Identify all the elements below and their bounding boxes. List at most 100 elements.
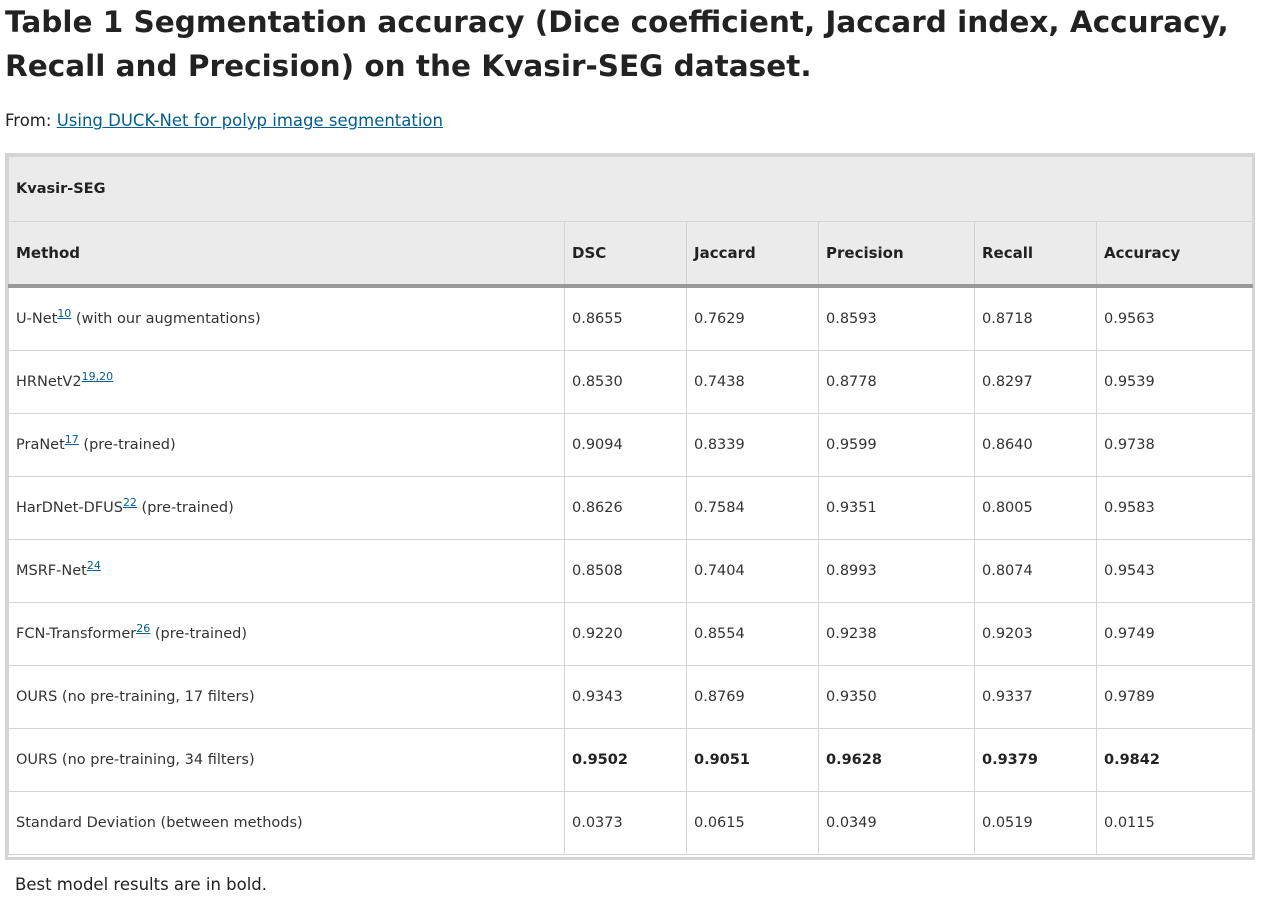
precision-cell: 0.8593 <box>818 285 975 351</box>
dsc-cell: 0.9220 <box>564 602 687 666</box>
jaccard-cell: 0.8339 <box>686 413 819 477</box>
accuracy-cell: 0.9539 <box>1095 350 1254 414</box>
accuracy-cell: 0.9738 <box>1095 413 1254 477</box>
table-caption: Kvasir-SEG <box>7 156 1254 222</box>
recall-cell: 0.8640 <box>974 413 1097 477</box>
column-header-method: Method <box>8 221 565 288</box>
table-row: U-Net10 (with our augmentations) 0.8655 0.… <box>8 285 1254 351</box>
accuracy-cell: 0.9789 <box>1095 665 1254 729</box>
method-cell: U-Net10 (with our augmentations) <box>8 285 565 351</box>
reference-link[interactable]: 17 <box>64 433 79 446</box>
table-header-row: Method DSC Jaccard Precision Recall Accu… <box>8 221 1254 288</box>
jaccard-cell: 0.7584 <box>686 476 819 540</box>
jaccard-cell: 0.8554 <box>686 602 819 666</box>
method-name: MSRF-Net <box>16 563 87 579</box>
table-row: OURS (no pre-training, 34 filters) 0.9502… <box>8 728 1254 792</box>
dsc-cell: 0.9502 <box>564 728 687 792</box>
recall-cell: 0.9337 <box>974 665 1097 729</box>
method-suffix: (pre-trained) <box>136 500 234 516</box>
from-label: From: <box>5 111 52 130</box>
method-cell: OURS (no pre-training, 34 filters) <box>8 728 565 792</box>
method-name: U-Net <box>16 311 58 327</box>
column-header-accuracy: Accuracy <box>1095 221 1254 288</box>
jaccard-cell: 0.8769 <box>686 665 819 729</box>
dsc-cell: 0.0373 <box>564 791 687 855</box>
reference-link[interactable]: 26 <box>136 622 151 635</box>
jaccard-cell: 0.0615 <box>686 791 819 855</box>
accuracy-cell: 0.9749 <box>1095 602 1254 666</box>
results-table-container: Kvasir-SEG Method DSC Jaccard Precision … <box>5 153 1255 860</box>
method-name: HRNetV2 <box>16 374 82 390</box>
precision-cell: 0.9351 <box>818 476 975 540</box>
column-header-jaccard: Jaccard <box>686 221 819 288</box>
table-row: HarDNet-DFUS22 (pre-trained) 0.8626 0.7584… <box>8 476 1254 540</box>
recall-cell: 0.8718 <box>974 285 1097 351</box>
dsc-cell: 0.8626 <box>564 476 687 540</box>
dsc-cell: 0.8508 <box>564 539 687 603</box>
method-cell: PraNet17 (pre-trained) <box>8 413 565 477</box>
recall-cell: 0.8005 <box>974 476 1097 540</box>
reference-superscript: 26 <box>136 622 150 635</box>
source-article-link[interactable]: Using DUCK-Net for polyp image segmentat… <box>56 111 443 130</box>
method-suffix: (with our augmentations) <box>71 311 261 327</box>
table-footnote: Best model results are in bold. <box>15 875 268 894</box>
dsc-cell: 0.8655 <box>564 285 687 351</box>
reference-superscript: 17 <box>65 433 79 446</box>
reference-superscript: 22 <box>123 496 137 509</box>
method-suffix: (pre-trained) <box>150 626 248 642</box>
reference-link[interactable]: 24 <box>86 559 101 572</box>
jaccard-cell: 0.9051 <box>686 728 819 792</box>
reference-link[interactable]: 10 <box>57 307 72 320</box>
method-name: OURS (no pre-training, 17 filters) <box>16 689 255 705</box>
method-name: Standard Deviation (between methods) <box>16 815 303 831</box>
jaccard-cell: 0.7629 <box>686 285 819 351</box>
method-name: PraNet <box>16 437 65 453</box>
reference-superscript: 19,20 <box>82 370 114 383</box>
jaccard-cell: 0.7438 <box>686 350 819 414</box>
method-cell: HarDNet-DFUS22 (pre-trained) <box>8 476 565 540</box>
method-cell: HRNetV219,20 <box>8 350 565 414</box>
reference-link[interactable]: 19,20 <box>81 370 114 383</box>
recall-cell: 0.0519 <box>974 791 1097 855</box>
dsc-cell: 0.9343 <box>564 665 687 729</box>
method-cell: FCN-Transformer26 (pre-trained) <box>8 602 565 666</box>
precision-cell: 0.9599 <box>818 413 975 477</box>
source-line: From: Using DUCK-Net for polyp image seg… <box>5 108 443 134</box>
dsc-cell: 0.8530 <box>564 350 687 414</box>
accuracy-cell: 0.0115 <box>1095 791 1254 855</box>
precision-cell: 0.8993 <box>818 539 975 603</box>
accuracy-cell: 0.9543 <box>1095 539 1254 603</box>
table-row: OURS (no pre-training, 17 filters) 0.9343… <box>8 665 1254 729</box>
recall-cell: 0.9203 <box>974 602 1097 666</box>
method-cell: MSRF-Net24 <box>8 539 565 603</box>
table-row: PraNet17 (pre-trained) 0.9094 0.8339 0.9599… <box>8 413 1254 477</box>
table-row: FCN-Transformer26 (pre-trained) 0.9220 0.8… <box>8 602 1254 666</box>
method-name: HarDNet-DFUS <box>16 500 123 516</box>
method-name: FCN-Transformer <box>16 626 137 642</box>
jaccard-cell: 0.7404 <box>686 539 819 603</box>
method-cell: OURS (no pre-training, 17 filters) <box>8 665 565 729</box>
precision-cell: 0.8778 <box>818 350 975 414</box>
accuracy-cell: 0.9583 <box>1095 476 1254 540</box>
table-row: MSRF-Net24 0.8508 0.7404 0.8993 0.8074 0.9543 <box>8 539 1254 603</box>
recall-cell: 0.8297 <box>974 350 1097 414</box>
accuracy-cell: 0.9842 <box>1095 728 1254 792</box>
precision-cell: 0.9628 <box>818 728 975 792</box>
recall-cell: 0.8074 <box>974 539 1097 603</box>
column-header-recall: Recall <box>974 221 1097 288</box>
results-table: Kvasir-SEG Method DSC Jaccard Precision … <box>7 156 1254 855</box>
table-caption-row: Kvasir-SEG <box>7 156 1254 222</box>
column-header-precision: Precision <box>818 221 975 288</box>
precision-cell: 0.9238 <box>818 602 975 666</box>
method-cell: Standard Deviation (between methods) <box>8 791 565 855</box>
dsc-cell: 0.9094 <box>564 413 687 477</box>
method-name: OURS (no pre-training, 34 filters) <box>16 752 255 768</box>
accuracy-cell: 0.9563 <box>1095 285 1254 351</box>
reference-link[interactable]: 22 <box>122 496 137 509</box>
method-suffix: (pre-trained) <box>78 437 176 453</box>
table-row: HRNetV219,20 0.8530 0.7438 0.8778 0.8297 0.95… <box>8 350 1254 414</box>
page-title: Table 1 Segmentation accuracy (Dice coef… <box>5 5 1229 83</box>
precision-cell: 0.9350 <box>818 665 975 729</box>
reference-superscript: 24 <box>87 559 101 572</box>
precision-cell: 0.0349 <box>818 791 975 855</box>
